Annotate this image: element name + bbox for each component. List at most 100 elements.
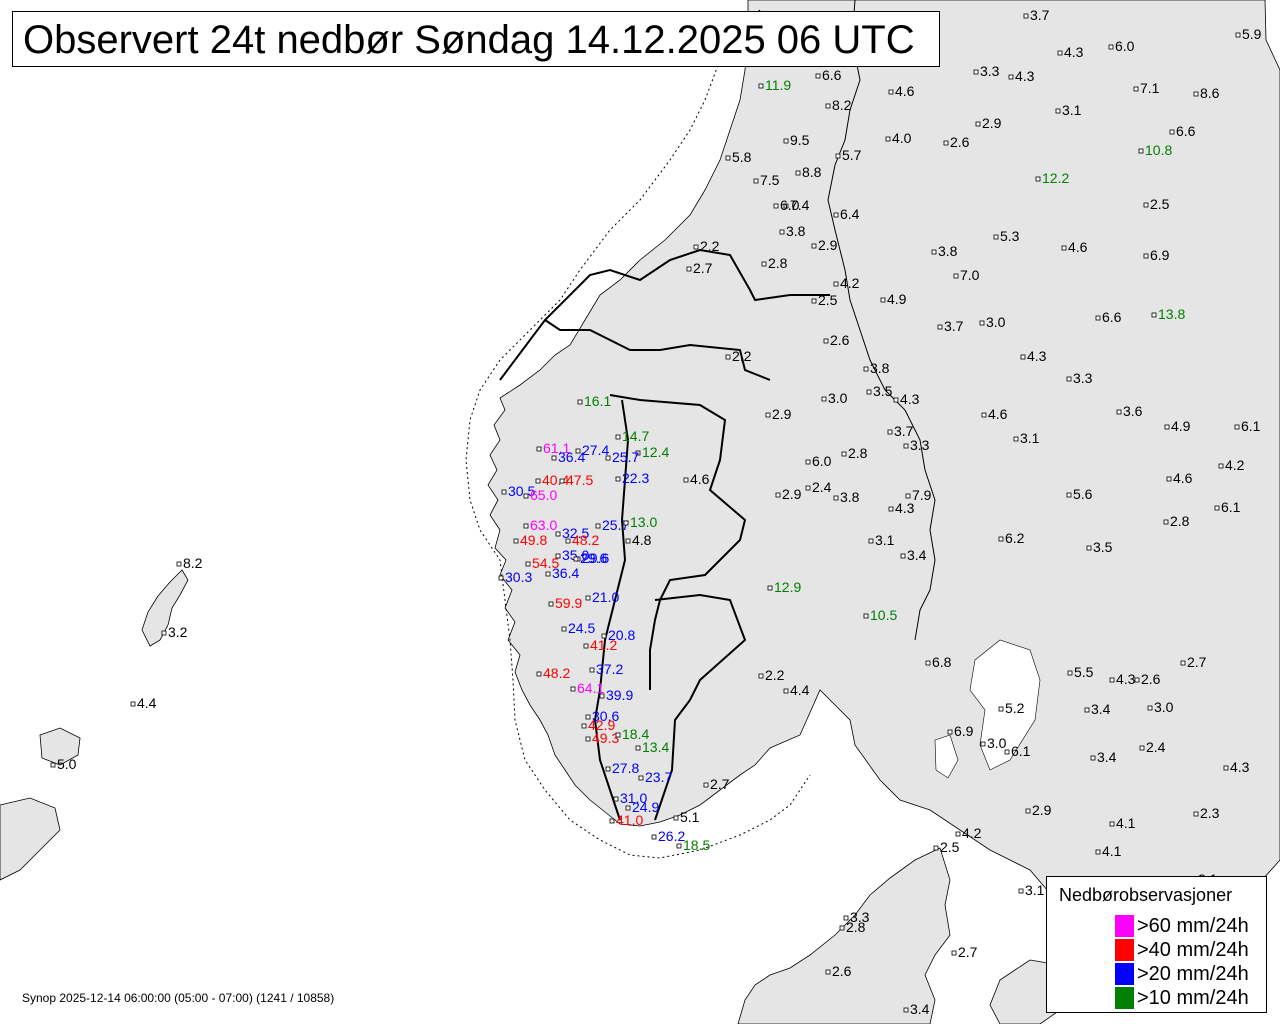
station-observation: 2.9 bbox=[811, 237, 838, 253]
station-observation: 12.4 bbox=[635, 444, 669, 460]
precipitation-value: 4.3 bbox=[900, 391, 920, 407]
station-marker bbox=[839, 925, 845, 931]
station-marker bbox=[835, 153, 841, 159]
precipitation-value: 4.2 bbox=[840, 275, 860, 291]
precipitation-value: 41.0 bbox=[616, 812, 643, 828]
precipitation-value: 6.1 bbox=[1241, 418, 1261, 434]
station-marker bbox=[900, 553, 906, 559]
station-observation: 7.1 bbox=[1133, 80, 1160, 96]
station-marker bbox=[1109, 677, 1115, 683]
precipitation-value: 49.3 bbox=[592, 730, 619, 746]
precipitation-value: 42.9 bbox=[588, 717, 615, 733]
station-observation: 5.3 bbox=[993, 228, 1020, 244]
station-observation: 37.2 bbox=[589, 661, 623, 677]
station-marker bbox=[615, 732, 621, 738]
station-observation: 54.5 bbox=[525, 555, 559, 571]
lake bbox=[969, 639, 1041, 771]
station-marker bbox=[573, 556, 579, 562]
precipitation-value: 4.8 bbox=[632, 532, 652, 548]
station-observation: 48.2 bbox=[536, 665, 570, 681]
precipitation-value: 3.1 bbox=[1025, 882, 1045, 898]
precipitation-value: 4.1 bbox=[1102, 843, 1122, 859]
county-border bbox=[499, 248, 830, 821]
station-observation: 4.2 bbox=[1218, 457, 1245, 473]
station-marker bbox=[1134, 677, 1140, 683]
station-marker bbox=[783, 688, 789, 694]
precipitation-value: 30.3 bbox=[505, 569, 532, 585]
precipitation-value: 3.7 bbox=[1030, 7, 1050, 23]
precipitation-value: 2.9 bbox=[818, 237, 838, 253]
station-marker bbox=[758, 83, 764, 89]
station-observation: 16.1 bbox=[577, 393, 611, 409]
station-marker bbox=[1018, 888, 1024, 894]
legend-swatch bbox=[1115, 915, 1134, 937]
station-observation: 65.0 bbox=[523, 487, 557, 503]
station-observation: 8.6 bbox=[1193, 85, 1220, 101]
station-observation: 3.4 bbox=[1090, 749, 1117, 765]
station-marker bbox=[555, 531, 561, 537]
station-observation: 6.0 bbox=[1108, 38, 1135, 54]
station-marker bbox=[161, 630, 167, 636]
precipitation-value: 4.2 bbox=[962, 825, 982, 841]
precipitation-value: 3.0 bbox=[828, 390, 848, 406]
station-observation: 4.4 bbox=[130, 695, 157, 711]
station-observation: 2.3 bbox=[1193, 805, 1220, 821]
station-marker bbox=[595, 523, 601, 529]
station-marker bbox=[903, 1007, 909, 1013]
station-marker bbox=[1013, 436, 1019, 442]
station-marker bbox=[623, 520, 629, 526]
precipitation-value: 5.1 bbox=[680, 809, 700, 825]
station-marker bbox=[783, 138, 789, 144]
station-marker bbox=[885, 136, 891, 142]
station-observation: 23.7 bbox=[638, 769, 672, 785]
station-observation: 30.3 bbox=[498, 569, 532, 585]
station-marker bbox=[823, 338, 829, 344]
station-marker bbox=[1066, 376, 1072, 382]
station-observation: 5.5 bbox=[1067, 664, 1094, 680]
precipitation-value: 16.1 bbox=[584, 393, 611, 409]
precipitation-value: 37.2 bbox=[596, 661, 623, 677]
precipitation-value: 5.6 bbox=[1073, 486, 1093, 502]
precipitation-value: 4.4 bbox=[137, 695, 157, 711]
precipitation-value: 6.1 bbox=[1011, 743, 1031, 759]
precipitation-value: 2.9 bbox=[982, 115, 1002, 131]
station-observation: 63.0 bbox=[523, 517, 557, 533]
precipitation-value: 5.9 bbox=[1242, 26, 1262, 42]
station-observation: 2.7 bbox=[686, 260, 713, 276]
station-observation: 4.3 bbox=[893, 391, 920, 407]
precipitation-value: 6.6 bbox=[1176, 123, 1196, 139]
precipitation-value: 3.0 bbox=[986, 314, 1006, 330]
station-marker bbox=[50, 762, 56, 768]
page-title: Observert 24t nedbør Søndag 14.12.2025 0… bbox=[12, 11, 940, 67]
station-observation: 48.2 bbox=[565, 532, 599, 548]
station-marker bbox=[1163, 519, 1169, 525]
station-marker bbox=[615, 476, 621, 482]
station-marker bbox=[1151, 312, 1157, 318]
station-observation: 3.0 bbox=[821, 390, 848, 406]
station-observation: 35.0 bbox=[555, 547, 589, 563]
precipitation-value: 3.1 bbox=[1062, 102, 1082, 118]
station-marker bbox=[176, 561, 182, 567]
station-observation: 4.6 bbox=[683, 471, 710, 487]
precipitation-value: 2.7 bbox=[1187, 654, 1207, 670]
station-observation: 3.2 bbox=[161, 624, 188, 640]
station-observation: 6.9 bbox=[1143, 247, 1170, 263]
station-marker bbox=[1061, 245, 1067, 251]
station-observation: 8.8 bbox=[795, 164, 822, 180]
station-marker bbox=[1008, 74, 1014, 80]
station-marker bbox=[893, 397, 899, 403]
station-marker bbox=[925, 660, 931, 666]
precipitation-value: 3.3 bbox=[850, 909, 870, 925]
precipitation-value: 3.0 bbox=[1154, 699, 1174, 715]
station-marker bbox=[638, 775, 644, 781]
station-marker bbox=[811, 298, 817, 304]
station-observation: 9.5 bbox=[783, 132, 810, 148]
precipitation-value: 29.6 bbox=[582, 550, 609, 566]
precipitation-value: 27.4 bbox=[582, 442, 609, 458]
precipitation-value: 4.4 bbox=[790, 682, 810, 698]
station-marker bbox=[833, 281, 839, 287]
station-observation: 6.0 bbox=[805, 453, 832, 469]
precipitation-value: 2.5 bbox=[818, 292, 838, 308]
precipitation-value: 6.6 bbox=[1102, 309, 1122, 325]
precipitation-value: 4.2 bbox=[1225, 457, 1245, 473]
